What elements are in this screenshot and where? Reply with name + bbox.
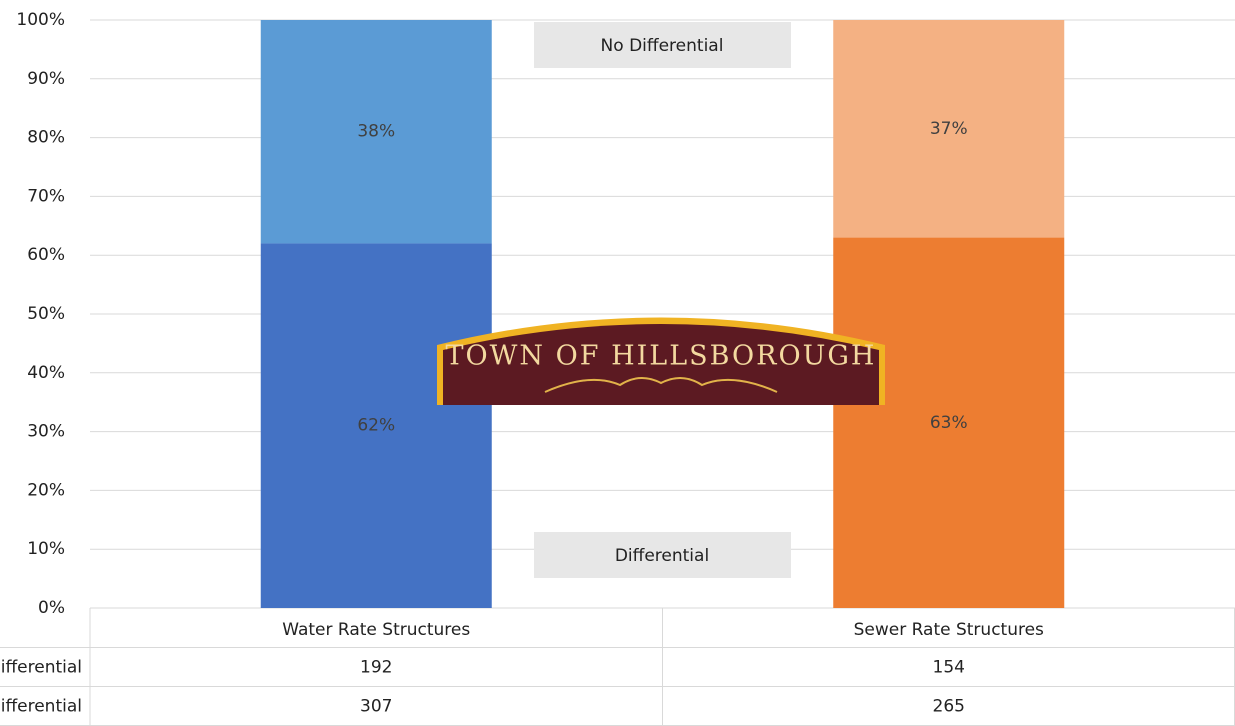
series-label-box: [534, 532, 791, 578]
data-label: 38%: [357, 122, 395, 142]
table-cell: 265: [933, 697, 965, 717]
table-cell: 154: [933, 658, 965, 678]
y-tick-label: 10%: [27, 539, 65, 559]
series-label: Differential: [615, 546, 709, 566]
y-tick-label: 80%: [27, 128, 65, 148]
logo-text: TOWN OF HILLSBOROUGH: [446, 341, 877, 372]
y-tick-label: 20%: [27, 480, 65, 500]
data-label: 37%: [930, 119, 968, 139]
y-tick-label: 100%: [16, 10, 65, 30]
y-tick-label: 90%: [27, 69, 65, 89]
bar-segment: [833, 237, 1065, 608]
series-label: No Differential: [601, 36, 724, 56]
logo: TOWN OF HILLSBOROUGH: [437, 317, 885, 405]
series-label-box: [534, 22, 791, 68]
y-tick-label: 0%: [38, 598, 65, 618]
y-tick-label: 50%: [27, 304, 65, 324]
bar-segment: [260, 243, 492, 608]
bar-segment: [260, 20, 492, 244]
table-cell: 192: [360, 658, 392, 678]
x-category-label: Sewer Rate Structures: [854, 620, 1044, 640]
table-cell: 307: [360, 697, 392, 717]
y-tick-label: 30%: [27, 422, 65, 442]
y-tick-label: 70%: [27, 186, 65, 206]
table-row-label: Differential: [0, 697, 82, 717]
data-label: 62%: [357, 416, 395, 436]
x-category-label: Water Rate Structures: [282, 620, 470, 640]
data-label: 63%: [930, 413, 968, 433]
bar-segment: [833, 20, 1065, 238]
y-tick-label: 40%: [27, 363, 65, 383]
table-row-label: No Differential: [0, 658, 82, 678]
y-tick-label: 60%: [27, 245, 65, 265]
